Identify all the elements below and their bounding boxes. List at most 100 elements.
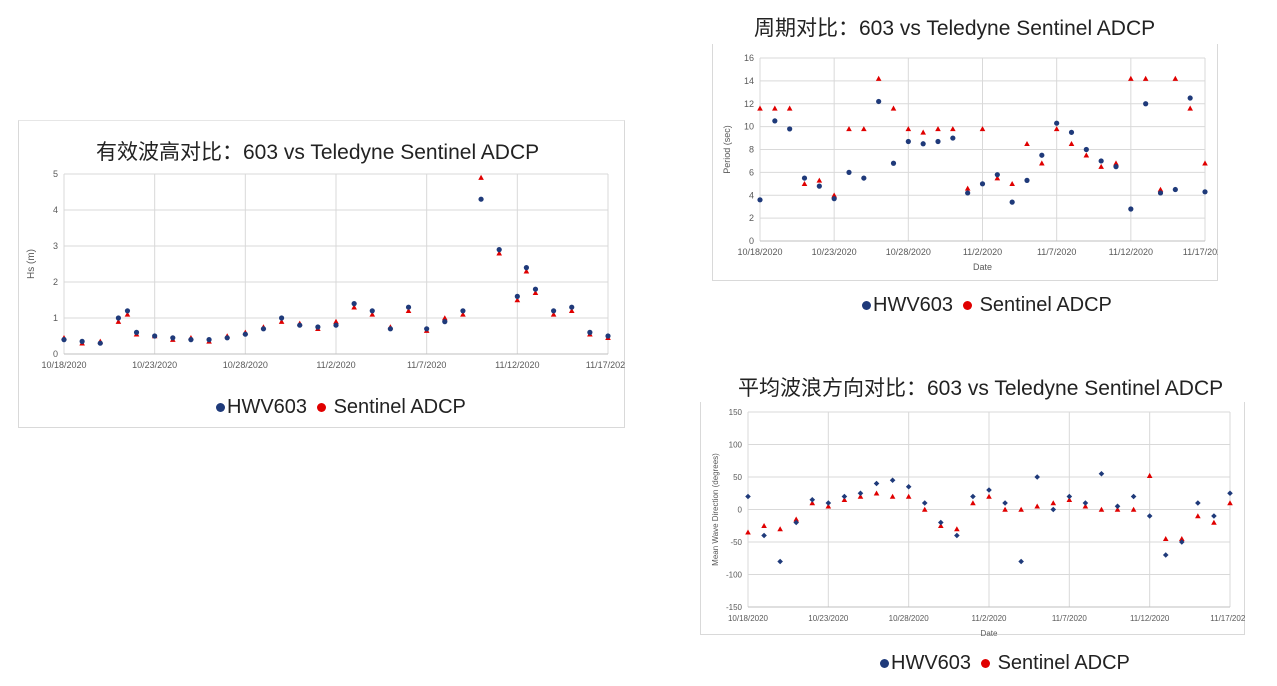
hwv603-point: [260, 326, 267, 332]
sentinel-point: [1039, 160, 1045, 166]
hwv603-point: [831, 196, 837, 202]
x-tick-label: 11/2/2020: [972, 614, 1008, 623]
hwv603-point: [841, 493, 848, 500]
hwv603-point: [405, 304, 412, 310]
sentinel-point: [809, 500, 816, 506]
hwv603-point: [1098, 158, 1104, 164]
hwv603-point: [846, 169, 852, 175]
hwv603-point: [551, 308, 557, 314]
hwv603-point: [1128, 206, 1134, 212]
sentinel-point: [994, 175, 1001, 181]
hwv603-point: [920, 141, 926, 147]
y-tick-label: 50: [733, 473, 742, 482]
hwv603-point: [1172, 186, 1178, 193]
sentinel-point: [831, 192, 837, 198]
legend-hwv603-marker: [216, 403, 225, 413]
y-tick-label: 12: [744, 99, 754, 109]
sentinel-point: [478, 174, 484, 180]
sentinel-point: [1018, 506, 1024, 512]
sentinel-point: [278, 318, 285, 324]
sentinel-point: [801, 181, 808, 187]
y-tick-label: 2: [749, 213, 754, 223]
legend-hwv603-label: HWV603: [873, 294, 954, 316]
hwv603-point: [809, 496, 816, 503]
y-tick-label: 5: [53, 169, 58, 179]
hwv603-point: [1054, 120, 1060, 126]
hwv603-point: [1009, 199, 1015, 205]
sentinel-point: [905, 126, 912, 132]
y-tick-label: 0: [738, 506, 743, 515]
hwv603-point: [1066, 493, 1073, 500]
hwv603-point: [1211, 513, 1217, 519]
hwv603-point: [442, 319, 448, 325]
y-tick-label: -50: [730, 538, 742, 547]
sentinel-point: [442, 315, 448, 321]
sentinel-point: [970, 500, 976, 506]
legend-hwv603-marker: [862, 301, 871, 311]
sentinel-point: [1187, 105, 1193, 111]
y-tick-label: 4: [53, 205, 58, 215]
sentinel-point: [514, 297, 521, 303]
sentinel-point: [873, 490, 880, 496]
hwv603-point: [938, 519, 944, 526]
y-tick-label: 10: [744, 122, 754, 132]
hwv603-point: [115, 315, 121, 321]
sentinel-point: [920, 129, 926, 135]
hwv603-point: [825, 500, 832, 506]
period-chart-legend: HWV603 Sentinel ADCP: [862, 294, 1112, 317]
y-tick-label: 6: [749, 167, 754, 177]
hwv603-point: [1187, 95, 1193, 101]
direction-chart-svg: -150 -100 -50 0 50 100 150 10/18/2020 10/23/2020…: [711, 408, 1245, 636]
x-tick-label: 10/18/2020: [728, 614, 769, 623]
sentinel-point: [1050, 500, 1057, 506]
hwv603-point: [787, 126, 793, 132]
sentinel-point: [568, 308, 575, 314]
hwv603-point: [861, 175, 867, 181]
y-tick-label: 0: [53, 349, 58, 359]
x-axis-title: Date: [981, 629, 998, 636]
sentinel-point: [1083, 152, 1090, 158]
x-tick-label: 11/7/2020: [407, 360, 446, 370]
hwv603-point: [152, 333, 158, 339]
hwv603-point: [188, 337, 194, 343]
hwv603-point: [1024, 177, 1030, 183]
hwv603-point: [1202, 189, 1208, 195]
hwv603-point: [279, 315, 285, 321]
hwv603-point: [1082, 500, 1089, 506]
sentinel-point: [954, 526, 960, 532]
hwv603-point: [333, 322, 339, 328]
period-chart-panel: 周期对比：603 vs Teledyne Sentinel ADCP 0 2 4 6 8…: [712, 6, 1218, 326]
x-tick-label: 11/12/2020: [495, 360, 539, 370]
hwv603-point: [532, 286, 539, 292]
hwv603-point: [1039, 152, 1045, 158]
hwv603-point: [1018, 558, 1024, 565]
sentinel-point: [1114, 506, 1121, 512]
sentinel-point: [1130, 506, 1137, 512]
sentinel-point: [841, 496, 848, 502]
hwv603-point: [351, 301, 357, 307]
x-tick-label: 10/18/2020: [737, 247, 782, 257]
period-chart-frame: [712, 44, 1218, 281]
y-tick-label: 150: [729, 408, 743, 417]
sentinel-point: [1179, 535, 1185, 541]
sentinel-point: [777, 526, 783, 532]
hwv603-point: [970, 493, 976, 500]
sentinel-point: [1211, 519, 1217, 525]
sentinel-point: [1082, 503, 1089, 509]
sentinel-point: [1128, 75, 1134, 81]
y-tick-label: 14: [744, 76, 754, 86]
sentinel-point: [1146, 472, 1153, 478]
sentinel-point: [1009, 181, 1015, 187]
direction-chart-title: 平均波浪方向对比：603 vs Teledyne Sentinel ADCP: [738, 377, 1224, 400]
hwv603-point: [369, 308, 375, 314]
hwv603-point: [1146, 513, 1153, 519]
x-tick-label: 10/23/2020: [812, 247, 857, 257]
legend-hwv603-label: HWV603: [891, 652, 972, 674]
hwv603-point: [170, 335, 176, 341]
hwv603-point: [761, 532, 767, 539]
hwv603-point: [905, 483, 912, 490]
legend-sentinel-label: Sentinel ADCP: [979, 294, 1112, 316]
sentinel-point: [1157, 186, 1164, 192]
hwv603-point: [1179, 539, 1185, 545]
sentinel-point: [115, 318, 122, 324]
